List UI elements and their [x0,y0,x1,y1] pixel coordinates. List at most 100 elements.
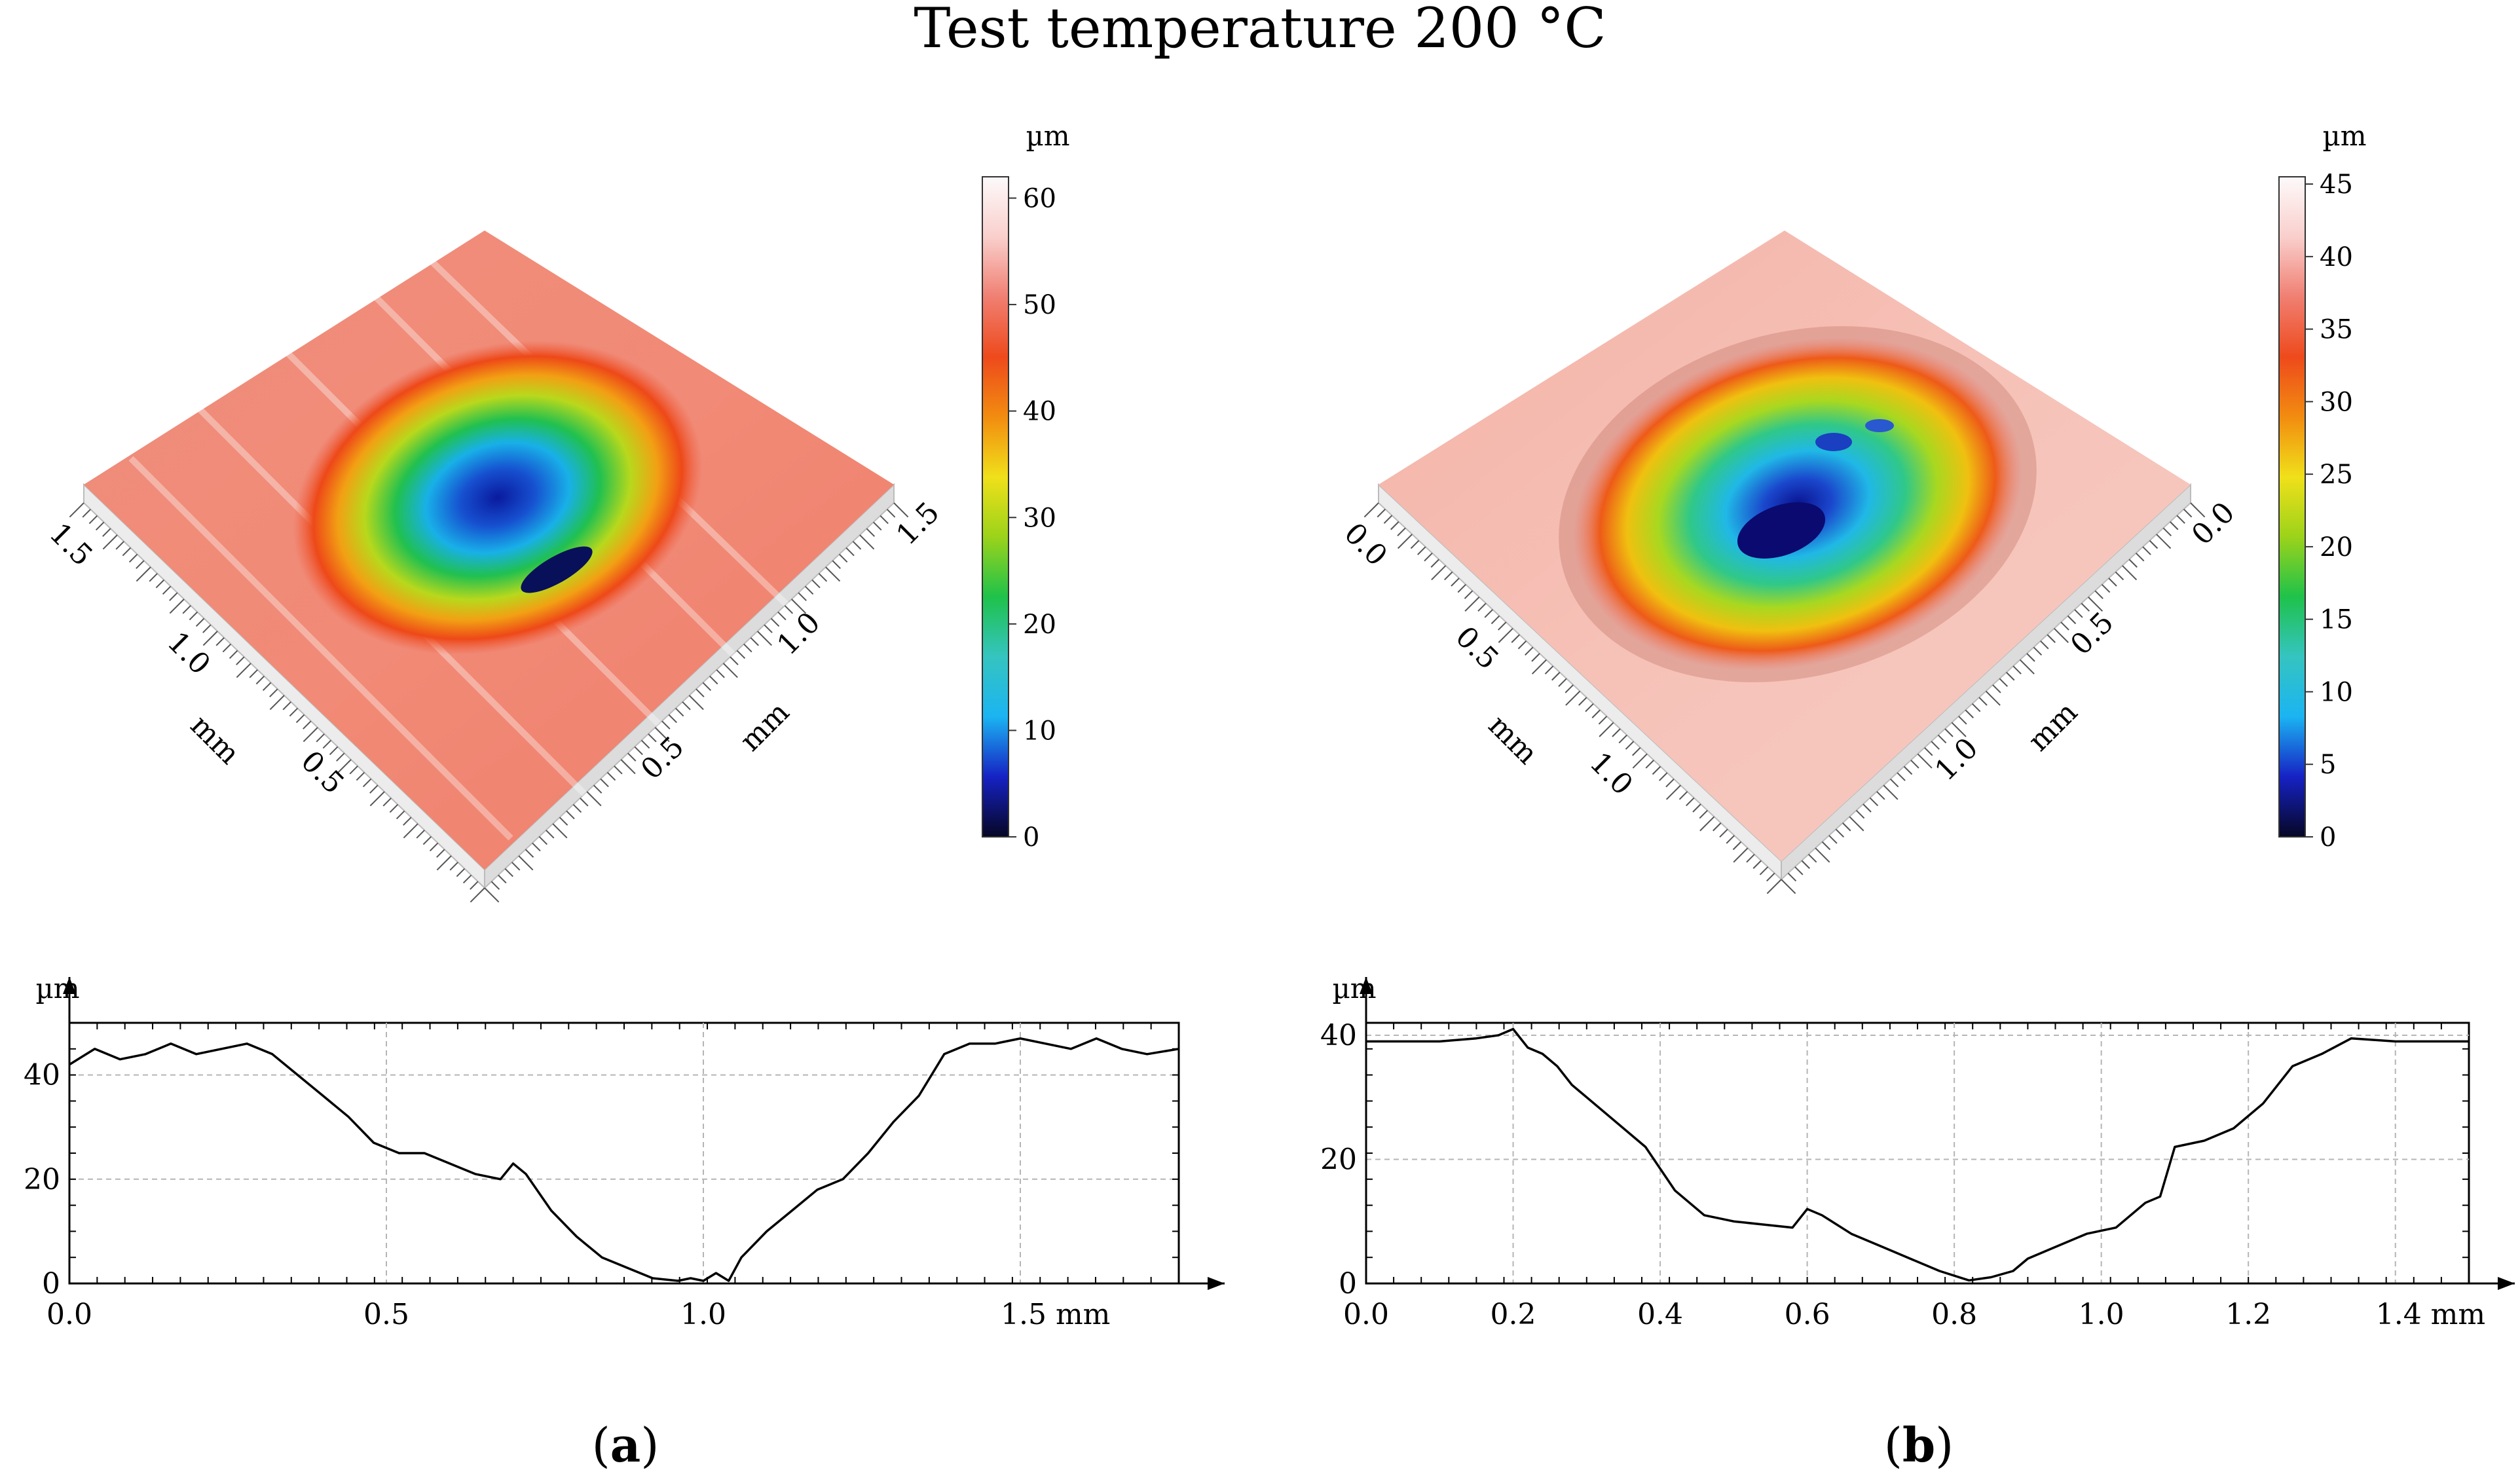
edge-tick [2115,571,2124,581]
panel-b-left-axis-label: mm [1482,709,1544,771]
edge-tick [1598,716,1608,725]
edge-tick [1821,841,1831,851]
edge-tick [262,682,272,691]
edge-tick [1931,741,1940,750]
panel-a-left-tick-3: 0.5 [294,745,350,801]
edge-tick [614,765,623,775]
edge-tick [1551,672,1561,681]
edge-tick [1464,590,1473,599]
edge-tick [2006,672,2015,681]
edge-tick [1686,797,1695,807]
panel-b-colorbar-ticks: 0 5 10 15 20 25 30 35 40 45 [2305,170,2353,853]
edge-tick [382,798,392,807]
edge-tick [750,637,759,646]
edge-tick [122,547,132,557]
edge-tick [1883,784,1899,800]
edge-tick [859,534,875,550]
colorbar-tick-label: 15 [2320,605,2353,635]
edge-tick [202,624,212,633]
edge-tick [356,771,365,781]
edge-tick [886,509,896,518]
edge-tick [236,663,251,678]
edge-tick [838,553,848,563]
edge-tick [1699,809,1708,819]
edge-tick [336,752,345,762]
edge-tick [289,707,299,717]
edge-tick [1766,872,1775,882]
colorbar-tick-label: 10 [2320,677,2353,707]
colorbar-tick-label: 60 [1023,184,1056,214]
x-tick-label: 0.8 [1931,1298,1977,1331]
edge-tick [1835,828,1845,838]
colorbar-tick-label: 30 [2320,387,2353,417]
edge-tick [2149,540,2159,549]
edge-tick [504,868,513,877]
edge-tick [182,605,191,614]
panel-b-left-tick-2: 0.5 [1449,620,1505,676]
edge-tick [115,541,124,550]
edge-tick [1531,653,1540,662]
edge-tick [525,849,534,858]
edge-tick [695,688,705,697]
edge-tick [1431,565,1447,581]
edge-tick [620,759,636,775]
edge-tick [880,515,889,525]
edge-tick [2088,597,2103,612]
edge-tick [538,836,548,845]
edge-tick [1397,534,1413,549]
edge-tick [675,707,684,717]
edge-tick [518,855,534,871]
edge-tick [389,803,399,813]
x-tick-label: 1.2 [2225,1298,2271,1331]
edge-tick [1444,571,1453,581]
edge-tick [1390,521,1399,530]
edge-tick [82,509,91,518]
edge-tick [1397,527,1406,537]
colorbar-tick-label: 50 [1023,290,1056,320]
edge-tick [1457,583,1466,593]
edge-tick [640,739,650,749]
colorbar-tick-label: 30 [1023,503,1056,533]
edge-tick [1726,835,1735,844]
edge-tick [1746,853,1755,863]
edge-tick [1558,678,1567,688]
edge-tick [1992,684,2001,693]
edge-tick [362,778,372,788]
edge-tick [102,534,118,550]
edge-tick [1944,728,1954,737]
edge-tick [1565,690,1581,706]
y-axis-arrow [1360,977,1373,994]
colorbar-tick-label: 20 [1023,610,1056,640]
edge-tick [470,887,485,903]
colorbar-tick-label: 45 [2320,170,2353,200]
profile-line [69,1037,1179,1282]
edge-tick [1849,816,1864,832]
edge-tick [2128,559,2138,568]
edge-tick [2040,640,2049,650]
edge-tick [1491,615,1500,625]
edge-tick [866,528,876,537]
colorbar-tick-label: 0 [1023,822,1039,853]
edge-tick [2033,646,2043,656]
edge-tick [269,688,278,697]
panel-b-right-tick-1: 1.0 [1929,731,1985,788]
edge-tick [1498,627,1513,643]
edge-tick [102,528,111,537]
edge-tick [586,791,602,807]
edge-tick [1652,765,1661,775]
edge-tick [648,733,657,743]
colorbar-tick-label: 40 [1023,397,1056,427]
x-tick-label: 0.6 [1785,1298,1830,1331]
panel-a-right-axis-label: mm [733,695,796,758]
edge-tick [2067,615,2077,625]
edge-tick [2026,653,2035,662]
edge-tick [1678,791,1688,800]
edge-tick [2094,590,2103,599]
edge-tick [702,682,712,691]
edge-tick [1618,734,1627,744]
edge-tick [2190,502,2206,518]
edge-tick [169,592,178,601]
edge-tick [403,823,418,839]
edge-tick [162,585,172,595]
